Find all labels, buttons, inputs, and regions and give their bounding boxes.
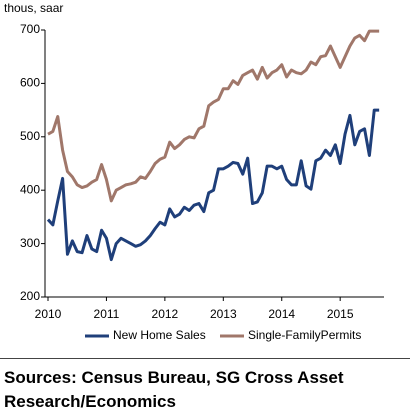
y-axis-label: thous, saar (4, 1, 63, 15)
series-line (46, 108, 380, 262)
source: Sources: Census Bureau, SG Cross Asset R… (4, 368, 344, 411)
series-line (47, 29, 380, 203)
y-tick-label: 600 (20, 76, 40, 90)
x-tick-label: 2015 (327, 307, 354, 321)
y-tick-label: 200 (20, 289, 40, 303)
legend-label: New Home Sales (113, 328, 206, 342)
x-tick-label: 2010 (35, 307, 62, 321)
x-tick-label: 2012 (152, 307, 179, 321)
separator (0, 358, 410, 359)
y-tick-label: 500 (20, 129, 40, 143)
legend-label: Single-FamilyPermits (248, 328, 361, 342)
y-tick-label: 300 (20, 236, 40, 250)
x-tick-label: 2011 (94, 307, 120, 321)
y-tick-label: 400 (20, 182, 40, 196)
y-tick-label: 700 (20, 22, 40, 36)
chart: thous, saar 200 300 400 500 600 700 2010 2011 20… (4, 1, 384, 342)
x-tick-label: 2013 (210, 307, 237, 321)
x-tick-label: 2014 (268, 307, 295, 321)
